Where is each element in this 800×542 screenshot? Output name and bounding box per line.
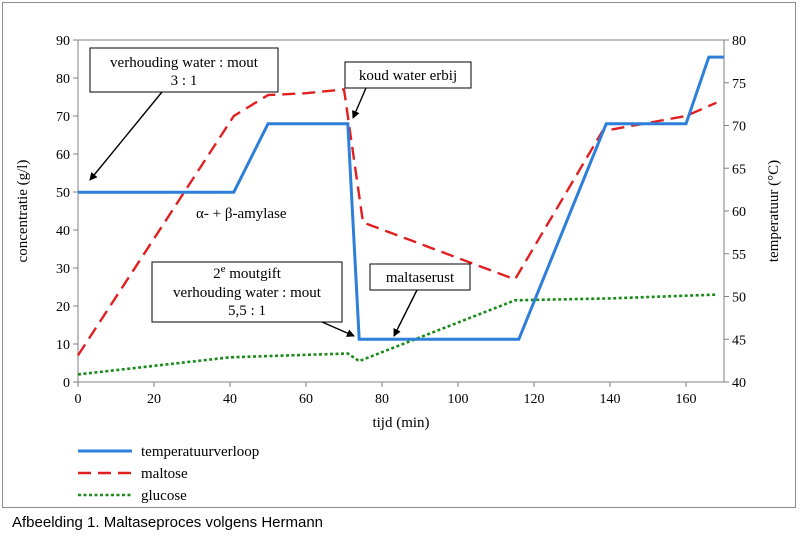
x-axis-title: tijd (min) bbox=[372, 415, 429, 431]
y2-tick-label: 80 bbox=[732, 34, 746, 49]
x-tick-label: 100 bbox=[448, 392, 469, 407]
y2-tick-label: 75 bbox=[732, 77, 746, 92]
y2-tick-label: 55 bbox=[732, 248, 746, 263]
y2-tick-label: 50 bbox=[732, 291, 746, 306]
y-tick-label: 50 bbox=[56, 186, 70, 201]
annotation-text: 2e moutgift bbox=[213, 263, 282, 282]
y-tick-label: 30 bbox=[56, 262, 70, 277]
chart-frame bbox=[2, 2, 796, 508]
annotation-arrow-maltase-rest bbox=[393, 289, 418, 337]
y2-tick-label: 70 bbox=[732, 120, 746, 135]
legend-label: maltose bbox=[141, 466, 188, 482]
y2-axis-title: temperatuur (°C) bbox=[766, 160, 782, 262]
y-axis-title: concentratie (g/l) bbox=[15, 160, 31, 263]
x-tick-label: 140 bbox=[600, 392, 621, 407]
annotation-text: verhouding water : mout bbox=[173, 285, 322, 301]
annotation-text: verhouding water : mout bbox=[110, 55, 259, 71]
annotation-text: koud water erbij bbox=[359, 68, 457, 84]
x-tick-label: 160 bbox=[676, 392, 697, 407]
annotation-arrow-second-malt bbox=[321, 321, 355, 337]
y-tick-label: 40 bbox=[56, 224, 70, 239]
y-tick-label: 60 bbox=[56, 148, 70, 163]
y-tick-label: 10 bbox=[56, 338, 70, 353]
x-tick-label: 0 bbox=[75, 392, 82, 407]
annotations: verhouding water : mout 3 : 1 koud water e… bbox=[89, 47, 472, 337]
axes: 0 20 40 60 80 100 120 140 160 0 10 20 30 40 50 60 70 80 90… bbox=[15, 34, 782, 431]
annotation-text: 5,5 : 1 bbox=[228, 303, 266, 319]
y-tick-label: 90 bbox=[56, 34, 70, 49]
y-tick-label: 20 bbox=[56, 300, 70, 315]
annotation-arrow-cold-water bbox=[352, 87, 367, 119]
y-tick-label: 80 bbox=[56, 72, 70, 87]
annotation-box-second-malt bbox=[151, 261, 343, 323]
legend: temperatuurverloop maltose glucose bbox=[78, 444, 259, 504]
chart-svg: 0 20 40 60 80 100 120 140 160 0 10 20 30 40 50 60 70 80 90… bbox=[15, 34, 782, 504]
annotation-box-maltase-rest bbox=[369, 263, 471, 291]
x-tick-label: 60 bbox=[299, 392, 313, 407]
y-tick-label: 0 bbox=[63, 376, 70, 391]
x-tick-label: 20 bbox=[147, 392, 161, 407]
annotation-box-cold-water bbox=[344, 61, 472, 89]
annotation-text: 3 : 1 bbox=[171, 73, 198, 89]
y2-tick-label: 60 bbox=[732, 205, 746, 220]
series-line-glucose bbox=[77, 293, 717, 376]
legend-label: temperatuurverloop bbox=[141, 444, 259, 460]
y2-tick-label: 45 bbox=[732, 333, 746, 348]
annotation-text: α- + β-amylase bbox=[196, 206, 287, 222]
x-tick-label: 40 bbox=[223, 392, 237, 407]
annotation-arrow-ratio-3-1 bbox=[89, 91, 163, 181]
figure-caption: Afbeelding 1. Maltaseproces volgens Herm… bbox=[12, 514, 324, 531]
y2-tick-label: 65 bbox=[732, 162, 746, 177]
y-tick-label: 70 bbox=[56, 110, 70, 125]
series-line-maltose bbox=[76, 88, 717, 357]
y2-tick-label: 40 bbox=[732, 376, 746, 391]
x-tick-label: 80 bbox=[375, 392, 389, 407]
legend-label: glucose bbox=[141, 488, 187, 504]
annotation-box-ratio-3-1 bbox=[89, 47, 279, 93]
annotation-text: maltaserust bbox=[386, 270, 455, 286]
series-group bbox=[76, 55, 724, 376]
x-tick-label: 120 bbox=[524, 392, 545, 407]
series-line-temperatuurverloop bbox=[78, 55, 724, 341]
